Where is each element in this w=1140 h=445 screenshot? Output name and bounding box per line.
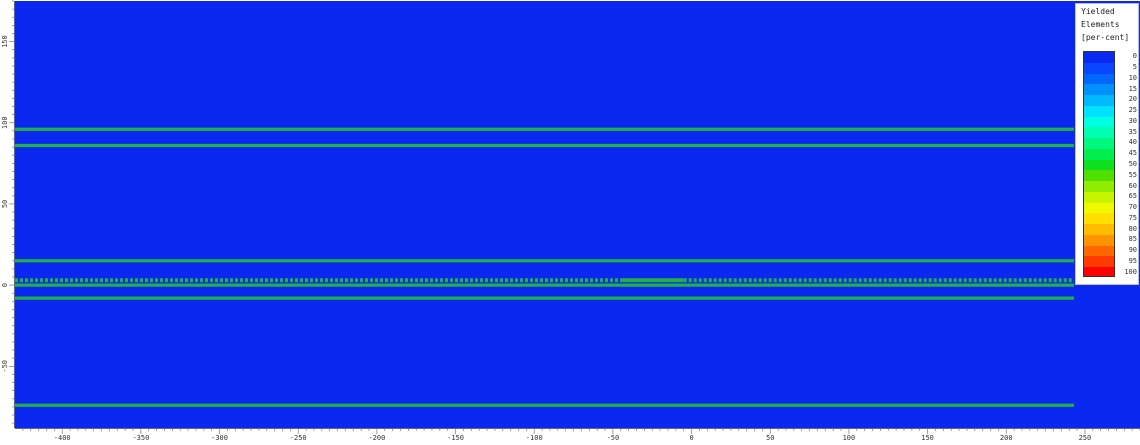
x-tick-label-8: 0 xyxy=(689,434,693,442)
legend-title-line-1: Yielded xyxy=(1081,7,1115,16)
legend-color-band-6 xyxy=(1084,116,1114,128)
x-tick-label-12: 200 xyxy=(1000,434,1013,442)
legend-colorbar xyxy=(1083,51,1115,277)
legend-value-11: 55 xyxy=(1128,170,1137,179)
legend-color-band-9 xyxy=(1084,148,1114,161)
legend-color-band-0 xyxy=(1084,52,1114,64)
legend-color-band-13 xyxy=(1084,191,1114,204)
legend-value-18: 90 xyxy=(1128,246,1137,255)
legend-color-band-19 xyxy=(1084,256,1114,268)
legend-color-band-3 xyxy=(1084,84,1114,96)
x-tick-label-0: -400 xyxy=(54,434,71,442)
legend-color-band-7 xyxy=(1084,127,1114,139)
legend-title-line-3: [per-cent] xyxy=(1081,33,1130,42)
x-tick-label-7: -50 xyxy=(607,434,620,442)
legend-value-17: 85 xyxy=(1128,235,1137,244)
legend-color-band-14 xyxy=(1084,202,1114,214)
x-tick-label-11: 150 xyxy=(921,434,934,442)
legend-panel: Yielded Elements [per-cent] 0 5 10 15 20 25 30… xyxy=(1075,3,1139,285)
x-tick-label-10: 100 xyxy=(843,434,856,442)
y-tick-label-1: 100 xyxy=(1,116,9,129)
legend-color-band-11 xyxy=(1084,170,1114,182)
x-tick-label-5: -150 xyxy=(447,434,464,442)
legend-value-0: 0 xyxy=(1132,52,1137,61)
legend-value-9: 45 xyxy=(1128,149,1137,158)
legend-color-band-1 xyxy=(1084,62,1114,74)
legend-color-band-4 xyxy=(1084,95,1114,107)
plot-area xyxy=(15,1,1140,428)
legend-value-20: 100 xyxy=(1124,267,1137,276)
legend-value-13: 65 xyxy=(1128,192,1137,201)
x-tick-label-1: -350 xyxy=(132,434,149,442)
legend-color-band-10 xyxy=(1084,159,1114,171)
y-tick-label-4: -50 xyxy=(1,360,9,373)
legend-color-band-18 xyxy=(1084,245,1114,257)
legend-color-band-15 xyxy=(1084,213,1114,225)
x-tick-label-9: 50 xyxy=(766,434,774,442)
legend-value-4: 20 xyxy=(1128,95,1137,104)
x-tick-label-13: 250 xyxy=(1079,434,1092,442)
legend-value-6: 30 xyxy=(1128,116,1137,125)
legend-value-16: 80 xyxy=(1128,224,1137,233)
y-tick-label-0: 150 xyxy=(1,35,9,48)
legend-value-8: 40 xyxy=(1128,138,1137,147)
legend-value-2: 10 xyxy=(1128,73,1137,82)
legend-color-band-12 xyxy=(1084,181,1114,193)
y-tick-label-2: 50 xyxy=(1,200,9,208)
legend-value-12: 60 xyxy=(1128,181,1137,190)
legend-color-band-5 xyxy=(1084,105,1114,118)
x-tick-label-6: -100 xyxy=(526,434,543,442)
legend-color-band-2 xyxy=(1084,73,1114,85)
legend-value-7: 35 xyxy=(1128,127,1137,136)
legend-value-10: 50 xyxy=(1128,160,1137,168)
y-tick-label-3: 0 xyxy=(1,283,9,287)
legend-value-15: 75 xyxy=(1128,213,1137,222)
legend-value-1: 5 xyxy=(1132,63,1137,72)
legend-value-14: 70 xyxy=(1128,203,1137,212)
legend-color-band-16 xyxy=(1084,224,1114,236)
x-tick-label-4: -200 xyxy=(368,434,385,442)
legend-color-band-17 xyxy=(1084,234,1114,247)
legend-color-band-8 xyxy=(1084,138,1114,150)
x-tick-label-3: -250 xyxy=(290,434,307,442)
legend-title-line-2: Elements xyxy=(1081,20,1120,29)
legend-value-3: 15 xyxy=(1128,84,1137,93)
legend-color-band-20 xyxy=(1084,267,1114,276)
legend-value-5: 25 xyxy=(1128,106,1137,115)
legend-value-19: 95 xyxy=(1128,256,1137,265)
x-tick-label-2: -300 xyxy=(211,434,228,442)
